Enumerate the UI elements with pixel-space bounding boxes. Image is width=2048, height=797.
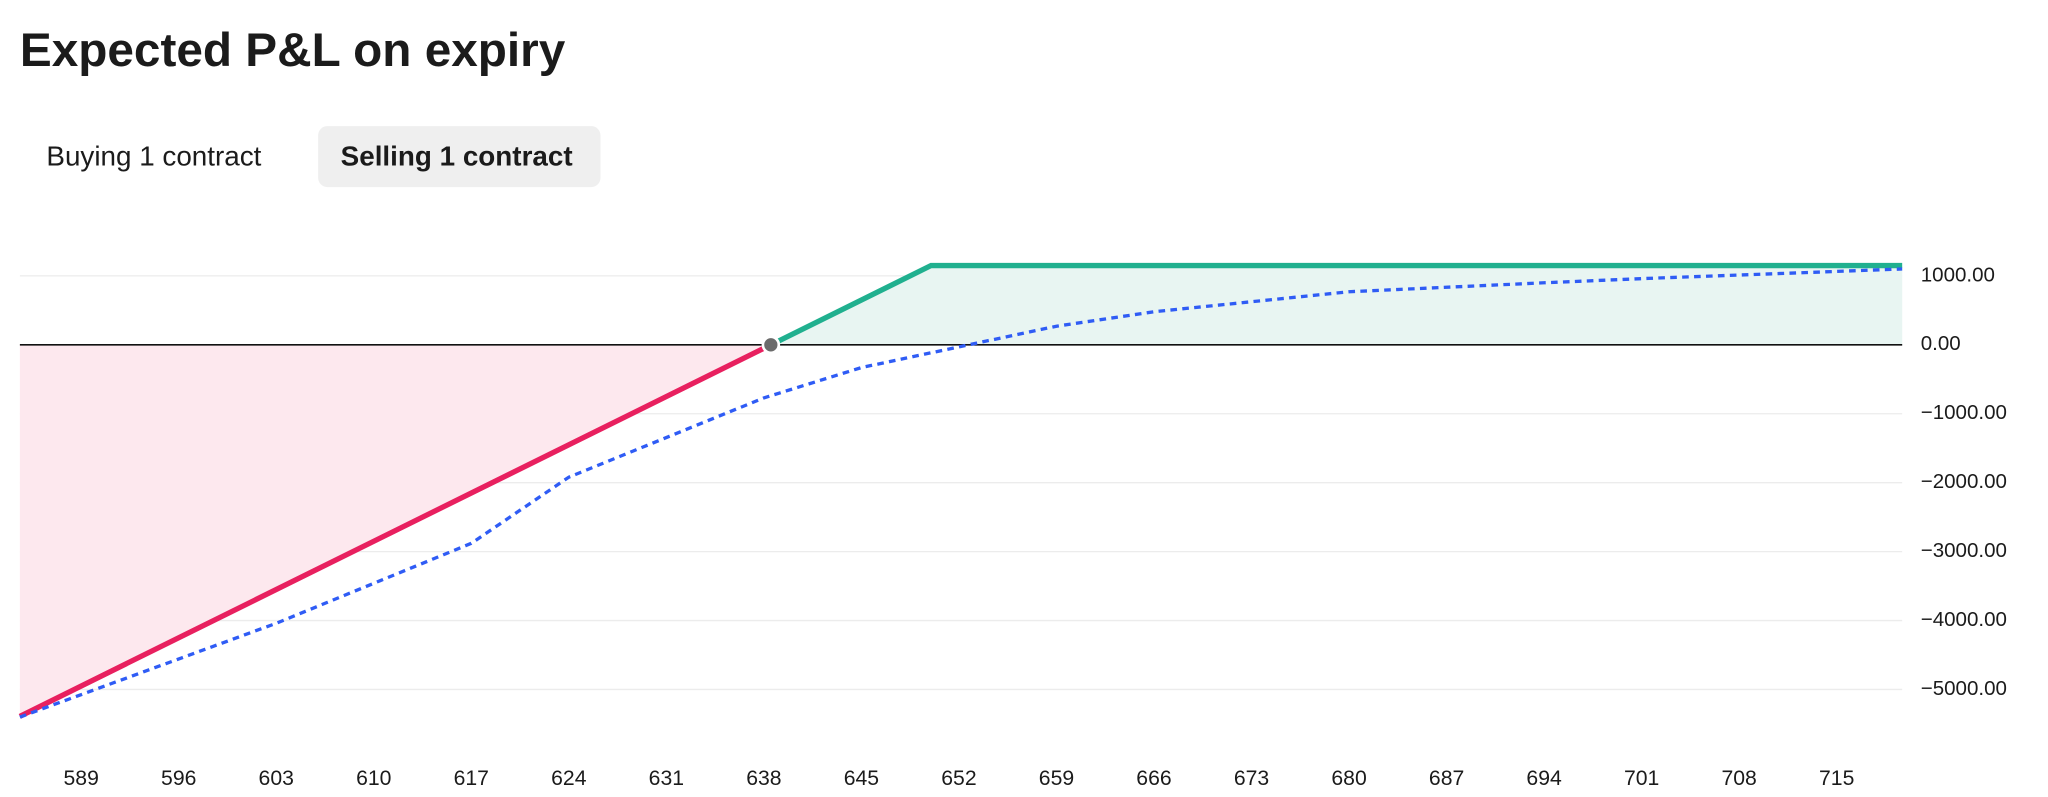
x-tick-label: 617 [454,767,489,790]
x-tick-label: 694 [1526,767,1562,790]
x-tick-label: 673 [1234,767,1269,790]
x-tick-label: 708 [1721,767,1756,790]
y-tick-label: −5000.00 [1921,677,2007,700]
x-tick-label: 645 [844,767,879,790]
chart: 1000.00 0.00 −1000.00 −2000.00 −3000.00 −4000… [18,262,2007,790]
x-tick-label: 631 [649,767,684,790]
y-tick-label: −3000.00 [1921,539,2007,562]
x-tick-label: 687 [1429,767,1464,790]
tab-label[interactable]: Selling 1 contract [341,140,573,171]
x-tick-label: 701 [1624,767,1659,790]
y-tick-label: −1000.00 [1921,401,2007,424]
x-tick-label: 638 [746,767,781,790]
x-tick-label: 680 [1331,767,1366,790]
tab[interactable]: Buying 1 contract [46,140,261,171]
x-tick-label: 603 [259,767,294,790]
y-tick-label: −4000.00 [1921,608,2007,631]
tab[interactable]: Selling 1 contract [318,126,601,188]
y-tick-label: −2000.00 [1921,470,2007,493]
x-tick-label: 610 [356,767,391,790]
tab-label[interactable]: Buying 1 contract [46,140,261,171]
x-tick-label: 666 [1136,767,1171,790]
page-title: Expected P&L on expiry [20,24,566,77]
expected-line [19,267,1903,719]
area-fill [770,265,1903,345]
breakeven-point [761,335,781,355]
tab-bar: Buying 1 contract Selling 1 contract [46,126,601,188]
x-tick-label: 624 [551,767,587,790]
y-tick-label: 0.00 [1921,332,1961,355]
tab-background [318,126,601,188]
x-tick-label: 589 [64,767,99,790]
x-tick-label: 715 [1819,767,1854,790]
payoff-line [769,262,1903,348]
y-tick-label: 1000.00 [1921,263,1995,286]
x-tick-label: 659 [1039,767,1074,790]
x-tick-label: 652 [941,767,976,790]
x-tick-label: 596 [161,767,196,790]
payoff-line [18,342,773,719]
